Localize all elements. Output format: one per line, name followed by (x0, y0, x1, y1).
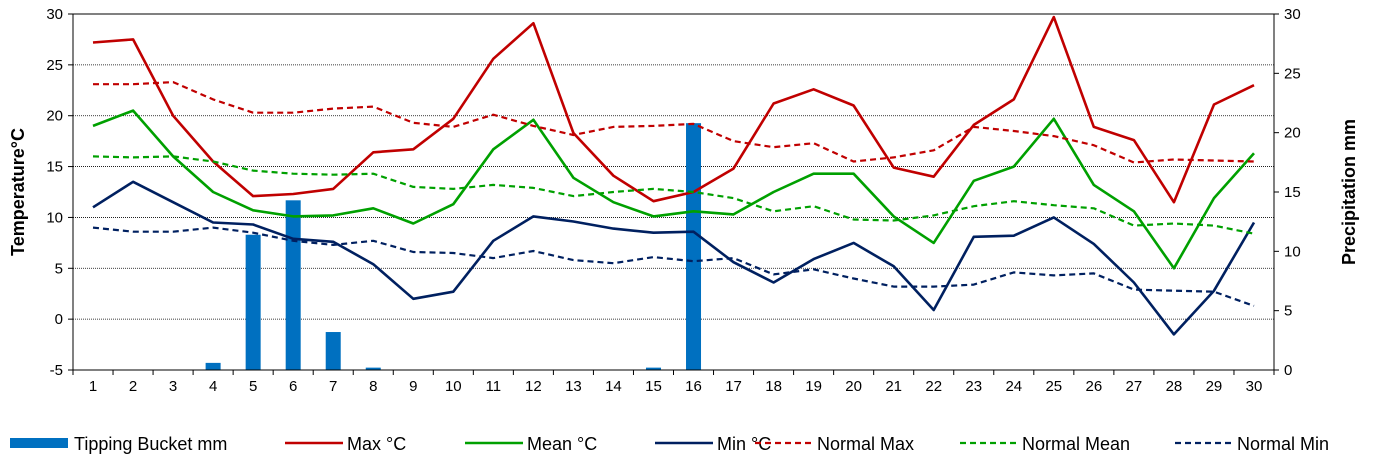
x-tick-label: 4 (209, 378, 217, 395)
series-line-max-c (92, 15, 1255, 204)
series-line-min-c (92, 180, 1256, 336)
precip-bar (365, 367, 381, 370)
x-tick-label: 5 (249, 378, 257, 395)
legend-swatch-bar (10, 438, 68, 448)
left-tick-label: -5 (50, 362, 63, 379)
left-tick-label: 5 (55, 260, 63, 277)
x-tick-label: 26 (1086, 378, 1103, 395)
x-tick-label: 9 (409, 378, 417, 395)
x-tick-label: 25 (1045, 378, 1062, 395)
precip-bar (645, 367, 661, 370)
x-axis-ticks: 1 2 3 4 5 6 7 8 9 10 11 12 13 14 15 16 17 18 19 20 21 22 23 24 2… (72, 370, 1275, 395)
x-tick-label: 27 (1126, 378, 1143, 395)
left-tick-label: 15 (46, 159, 63, 176)
x-tick-label: 12 (525, 378, 542, 395)
x-tick-label: 21 (885, 378, 902, 395)
x-tick-label: 13 (565, 378, 582, 395)
x-tick-label: 10 (445, 378, 462, 395)
legend: Tipping Bucket mm Max °C Mean °C Min °C Norm… (10, 434, 1329, 454)
x-tick-label: 8 (369, 378, 377, 395)
series-line-mean-c (92, 109, 1255, 270)
x-tick-label: 17 (725, 378, 742, 395)
legend-label: Normal Min (1237, 434, 1329, 454)
precipitation-bars (205, 123, 702, 370)
x-tick-label: 7 (329, 378, 337, 395)
right-tick-label: 5 (1284, 303, 1292, 320)
left-tick-label: 10 (46, 209, 63, 226)
precip-bar (686, 123, 702, 370)
x-tick-label: 6 (289, 378, 297, 395)
right-axis-ticks: 0 5 10 15 20 25 30 (1274, 6, 1301, 379)
left-tick-label: 20 (46, 108, 63, 125)
y2-axis-title: Precipitation mm (1339, 119, 1359, 265)
series-line-normal-mean (92, 155, 1255, 235)
x-tick-label: 18 (765, 378, 782, 395)
precip-bar (285, 200, 301, 370)
x-tick-label: 11 (486, 378, 502, 395)
left-tick-label: 25 (46, 57, 63, 74)
x-tick-label: 1 (89, 378, 97, 395)
x-tick-label: 20 (845, 378, 862, 395)
legend-label: Max °C (347, 434, 406, 454)
legend-label: Mean °C (527, 434, 597, 454)
x-tick-label: 23 (965, 378, 982, 395)
temperature-lines (92, 15, 1256, 336)
right-tick-label: 0 (1284, 362, 1292, 379)
x-tick-label: 29 (1206, 378, 1223, 395)
gridlines (73, 64, 1274, 320)
left-tick-label: 30 (46, 6, 63, 23)
precip-bar (325, 332, 341, 370)
x-tick-label: 2 (129, 378, 137, 395)
precip-bar (205, 362, 221, 370)
series-line-normal-min (92, 226, 1255, 307)
x-tick-label: 22 (925, 378, 942, 395)
x-tick-label: 16 (685, 378, 702, 395)
legend-label: Tipping Bucket mm (74, 434, 227, 454)
x-tick-label: 3 (169, 378, 177, 395)
right-tick-label: 25 (1284, 65, 1301, 82)
legend-label: Normal Mean (1022, 434, 1130, 454)
left-tick-label: 0 (55, 311, 63, 328)
right-tick-label: 30 (1284, 6, 1301, 23)
right-tick-label: 15 (1284, 184, 1301, 201)
legend-label: Min °C (717, 434, 771, 454)
x-tick-label: 28 (1166, 378, 1183, 395)
precip-bar (245, 234, 261, 370)
x-tick-label: 14 (605, 378, 622, 395)
right-tick-label: 20 (1284, 125, 1301, 142)
right-tick-label: 10 (1284, 243, 1301, 260)
y-axis-title: Temperature°C (8, 128, 28, 256)
series-line-normal-max (93, 80, 1255, 164)
x-tick-label: 30 (1246, 378, 1263, 395)
legend-label: Normal Max (817, 434, 914, 454)
x-tick-label: 24 (1005, 378, 1022, 395)
x-tick-label: 15 (645, 378, 662, 395)
x-tick-label: 19 (805, 378, 822, 395)
left-axis-ticks: -5 0 5 10 15 20 25 30 (46, 6, 73, 379)
